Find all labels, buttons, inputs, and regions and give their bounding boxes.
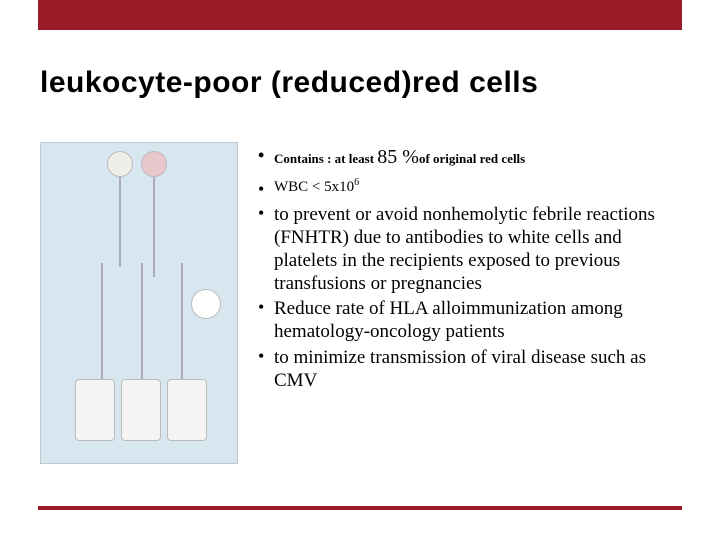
blood-bag bbox=[75, 379, 115, 441]
donor-ball bbox=[107, 151, 133, 177]
content-row: Contains : at least 85 %of original red … bbox=[40, 142, 680, 464]
top-accent-bar bbox=[38, 0, 682, 30]
bullet-list: Contains : at least 85 %of original red … bbox=[252, 142, 680, 392]
slide: leukocyte-poor (reduced)red cells Contai… bbox=[0, 0, 720, 540]
blood-bag bbox=[121, 379, 161, 441]
bullet-item: to minimize transmission of viral diseas… bbox=[252, 346, 680, 392]
illustration bbox=[40, 142, 238, 464]
bullet-item: to prevent or avoid nonhemolytic febrile… bbox=[252, 203, 680, 296]
bullet-item: Reduce rate of HLA alloimmunization amon… bbox=[252, 297, 680, 343]
tube bbox=[181, 263, 183, 383]
bullet-item: WBC < 5x106 bbox=[252, 174, 680, 201]
bottom-accent-bar bbox=[38, 506, 682, 510]
tube bbox=[153, 177, 155, 277]
bullet-item: Contains : at least 85 %of original red … bbox=[252, 142, 680, 172]
tube bbox=[101, 263, 103, 383]
text-column: Contains : at least 85 %of original red … bbox=[238, 142, 680, 464]
donor-ball bbox=[141, 151, 167, 177]
tube bbox=[119, 177, 121, 267]
blood-bag bbox=[167, 379, 207, 441]
tube bbox=[141, 263, 143, 383]
filter-disc bbox=[191, 289, 221, 319]
slide-title: leukocyte-poor (reduced)red cells bbox=[40, 66, 538, 100]
